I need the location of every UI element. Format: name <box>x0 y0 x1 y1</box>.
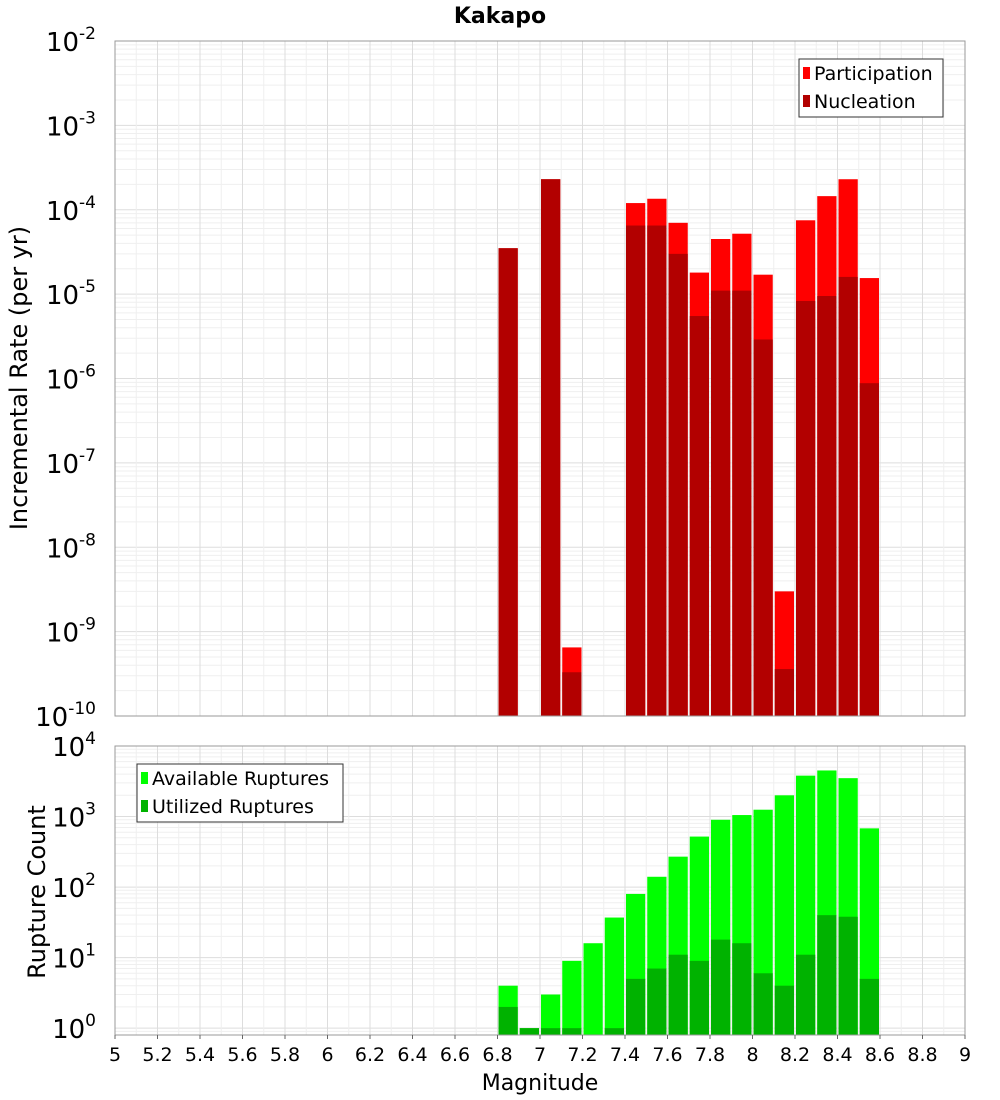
top-bar-inner <box>647 225 667 716</box>
legend-frame <box>136 763 344 823</box>
top-bar-inner <box>796 300 816 716</box>
top-bar-inner <box>711 290 731 716</box>
top-y-tick-label: 10-7 <box>46 446 96 480</box>
top-bar-inner <box>626 225 646 716</box>
legend-label: Utilized Ruptures <box>152 796 314 818</box>
top-bar-inner <box>774 669 794 716</box>
top-y-tick-label: 10-8 <box>46 530 96 564</box>
top-y-tick-label: 10-9 <box>46 615 96 649</box>
bottom-y-tick-label: 104 <box>52 729 96 763</box>
top-y-tick-label: 10-2 <box>46 24 96 58</box>
x-tick-label: 6.8 <box>482 1044 512 1066</box>
bottom-bar-outer <box>541 994 561 1035</box>
x-tick-label: 7.4 <box>610 1044 640 1066</box>
bottom-bar-inner <box>668 954 688 1035</box>
bottom-bar-outer <box>774 795 794 1035</box>
x-tick-label: 6.4 <box>397 1044 427 1066</box>
top-legend: Participation Nucleation <box>798 58 944 118</box>
top-bar-inner <box>817 296 837 716</box>
bottom-bar-inner <box>689 960 709 1035</box>
bottom-bar-outer <box>562 960 582 1035</box>
bottom-bar-inner <box>498 1006 518 1035</box>
top-bar-inner <box>689 316 709 716</box>
legend-label: Nucleation <box>814 91 916 113</box>
chart-title: Kakapo <box>454 4 546 29</box>
legend-label: Participation <box>814 63 933 85</box>
x-tick-label: 5.4 <box>185 1044 215 1066</box>
bottom-bar-outer <box>583 943 603 1035</box>
x-tick-label: 7.2 <box>567 1044 597 1066</box>
top-bar-inner <box>541 179 561 716</box>
top-plot-frame <box>114 40 966 717</box>
bottom-bar-inner <box>753 973 773 1035</box>
top-bar-inner <box>732 290 752 716</box>
x-tick-label: 8.2 <box>780 1044 810 1066</box>
bottom-bar-inner <box>562 1028 582 1035</box>
bottom-bar-inner <box>711 939 731 1035</box>
x-tick-label: 8.8 <box>907 1044 937 1066</box>
top-y-tick-label: 10-4 <box>46 193 96 227</box>
bottom-y-axis-label: Rupture Count <box>23 805 51 979</box>
bottom-bar-inner <box>732 943 752 1035</box>
bottom-legend: Available Ruptures Utilized Ruptures <box>136 763 344 823</box>
x-tick-label: 5.6 <box>227 1044 257 1066</box>
bottom-bar-inner <box>604 1028 624 1035</box>
bottom-bar-outer <box>604 917 624 1035</box>
top-bar-inner <box>498 248 518 717</box>
legend-swatch <box>141 772 148 784</box>
top-y-tick-label: 10-6 <box>46 362 96 396</box>
bottom-bar-inner <box>859 978 879 1035</box>
x-tick-label: 7.8 <box>695 1044 725 1066</box>
bottom-bar-inner <box>838 916 858 1035</box>
top-y-tick-label: 10-3 <box>46 108 96 142</box>
bottom-bar-inner <box>626 978 646 1035</box>
x-tick-label: 8.4 <box>822 1044 852 1066</box>
bottom-bar-inner <box>519 1028 539 1035</box>
top-bar-inner <box>859 383 879 716</box>
legend-swatch <box>803 67 810 79</box>
top-bar-inner <box>668 253 688 716</box>
top-y-axis-label: Incremental Rate (per yr) <box>5 226 33 530</box>
bottom-bar-inner <box>796 954 816 1035</box>
x-tick-label: 7.6 <box>652 1044 682 1066</box>
legend-swatch <box>803 95 810 107</box>
x-tick-label: 6.6 <box>440 1044 470 1066</box>
x-axis-label: Magnitude <box>482 1071 599 1096</box>
bottom-y-tick-label: 100 <box>52 1011 96 1045</box>
bottom-chart-panel: 100 101 102 103 104 5 5.2 5.4 5.6 5.8 6 6.2 6.4 6.6 6.… <box>52 729 971 1066</box>
top-y-tick-label: 10-10 <box>35 699 96 733</box>
x-tick-label: 6 <box>321 1044 333 1066</box>
top-bar-inner <box>562 672 582 716</box>
bottom-y-tick-label: 101 <box>52 941 96 975</box>
x-tick-label: 5 <box>109 1044 121 1066</box>
top-y-tick-label: 10-5 <box>46 277 96 311</box>
x-tick-label: 6.2 <box>355 1044 385 1066</box>
bottom-bar-inner <box>647 968 667 1035</box>
top-bar-inner <box>838 276 858 716</box>
x-tick-label: 9 <box>959 1044 971 1066</box>
x-tick-label: 5.2 <box>142 1044 172 1066</box>
bottom-bar-inner <box>817 915 837 1035</box>
bottom-y-tick-label: 103 <box>52 800 96 834</box>
bottom-y-tick-label: 102 <box>52 870 96 904</box>
x-tick-label: 5.8 <box>270 1044 300 1066</box>
x-tick-label: 8 <box>746 1044 758 1066</box>
legend-label: Available Ruptures <box>152 768 329 790</box>
top-bar-inner <box>753 339 773 716</box>
bottom-bar-inner <box>774 985 794 1035</box>
bottom-bar-inner <box>541 1028 561 1035</box>
x-tick-label: 7 <box>534 1044 546 1066</box>
legend-frame <box>798 58 944 118</box>
legend-swatch <box>141 800 148 812</box>
x-tick-label: 8.6 <box>865 1044 895 1066</box>
top-chart-panel: 10-10 10-9 10-8 10-7 10-6 10-5 10-4 10-3 10-2 Par… <box>35 24 966 733</box>
